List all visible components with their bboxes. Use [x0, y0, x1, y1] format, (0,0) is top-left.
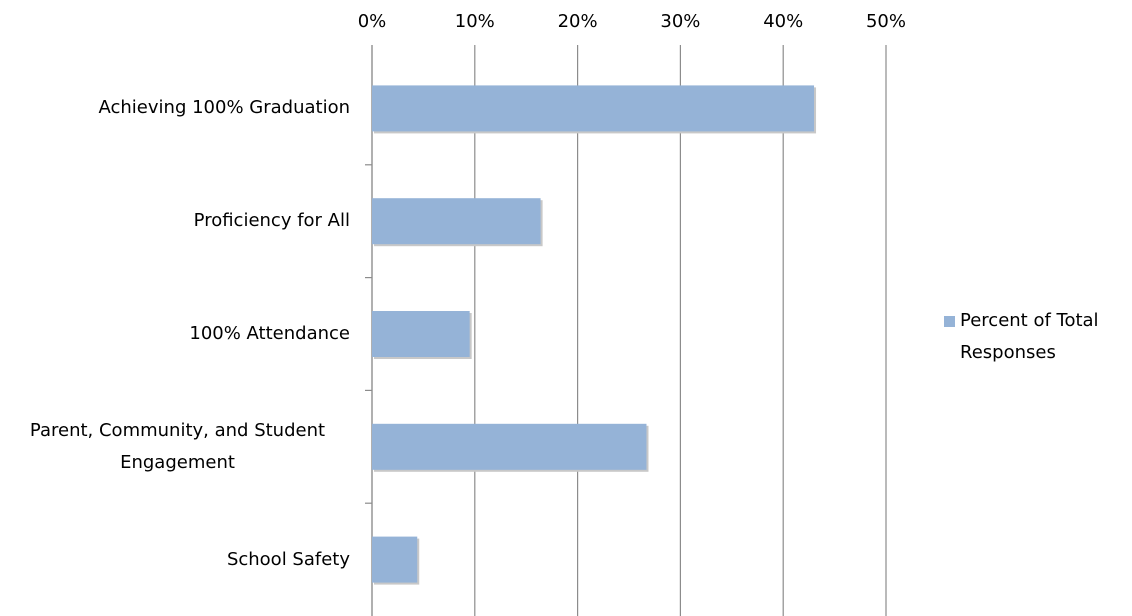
x-tick-label: 30% [660, 11, 700, 32]
y-tick-label: 100% Attendance [189, 323, 350, 344]
y-tick-label: Proficiency for All [193, 210, 350, 232]
legend-label: Percent of Total Responses [960, 310, 1099, 363]
bar [372, 85, 815, 132]
legend-swatch [944, 316, 955, 327]
x-tick-label: 20% [558, 11, 598, 32]
x-tick-label: 0% [358, 11, 387, 32]
bar [372, 311, 470, 357]
bar [372, 198, 541, 245]
y-tick-label: School Safety [226, 548, 350, 570]
bar [372, 423, 647, 470]
bar [372, 536, 418, 583]
y-tick-label: Achieving 100% Graduation [98, 97, 351, 119]
x-tick-label: 10% [455, 11, 495, 32]
y-tick-label: Parent, Community, and Student Engagemen… [29, 419, 326, 473]
x-tick-label: 40% [763, 11, 803, 32]
x-tick-label: 50% [866, 11, 906, 32]
